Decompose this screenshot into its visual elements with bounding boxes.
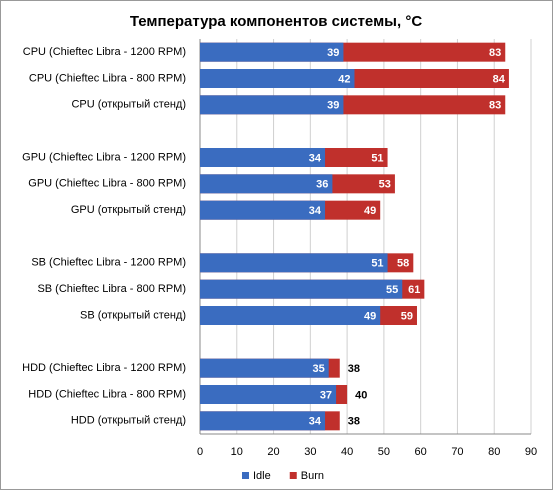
bar [200,148,326,167]
bar [200,306,381,325]
legend-label: Idle [253,470,271,482]
bar [200,279,403,299]
x-tick-label: 30 [304,446,316,458]
value-label: 40 [355,389,367,401]
y-tick-label: CPU (Chieftec Libra - 1200 RPM) [23,46,186,58]
y-tick-label: HDD (Chieftec Libra - 800 RPM) [28,388,186,400]
y-tick-label: GPU (открытый стенд) [71,204,186,216]
bar [200,253,388,273]
x-tick-label: 0 [197,446,203,458]
value-label: 39 [327,47,339,59]
y-tick-label: SB (Chieftec Libra - 800 RPM) [37,283,186,295]
value-label: 34 [309,152,322,164]
value-label: 36 [316,179,328,191]
bar [200,42,344,62]
value-label: 35 [312,363,324,375]
bar [200,411,326,431]
bar [200,174,333,194]
legend-swatch [289,472,297,479]
y-tick-label: CPU (Chieftec Libra - 800 RPM) [29,72,186,84]
y-tick-label: SB (открытый стенд) [80,309,186,321]
value-label: 83 [489,47,501,59]
value-label: 55 [386,284,398,296]
value-label: 39 [327,100,339,112]
y-tick-label: HDD (Chieftec Libra - 1200 RPM) [22,362,186,374]
x-tick-label: 10 [231,446,243,458]
x-tick-label: 60 [415,446,427,458]
value-label: 38 [348,416,360,428]
y-tick-label: HDD (открытый стенд) [71,415,186,427]
x-tick-label: 70 [451,446,463,458]
value-label: 83 [489,100,501,112]
value-label: 59 [401,310,413,322]
chart-title: Температура компонентов системы, °C [130,13,422,30]
value-label: 84 [493,73,506,85]
x-tick-label: 50 [378,446,390,458]
value-label: 49 [364,310,376,322]
bar [200,358,329,378]
bar [200,95,344,115]
value-label: 58 [397,258,409,270]
y-tick-label: GPU (Chieftec Libra - 1200 RPM) [22,151,186,163]
x-tick-label: 20 [267,446,279,458]
value-label: 42 [338,73,350,85]
value-label: 34 [309,416,322,428]
bar [200,200,326,220]
x-tick-label: 90 [525,446,537,458]
legend-label: Burn [301,470,324,482]
value-label: 53 [379,179,391,191]
value-label: 49 [364,205,376,217]
value-label: 38 [348,363,360,375]
y-tick-label: GPU (Chieftec Libra - 800 RPM) [28,178,186,190]
x-tick-label: 40 [341,446,353,458]
value-label: 37 [320,389,332,401]
y-tick-label: SB (Chieftec Libra - 1200 RPM) [31,257,186,269]
bar [200,385,337,404]
value-label: 34 [309,205,322,217]
y-tick-label: CPU (открытый стенд) [71,99,186,111]
bar [200,69,355,88]
value-label: 51 [371,152,383,164]
x-tick-label: 80 [488,446,500,458]
value-label: 61 [408,284,420,296]
legend-swatch [242,472,249,479]
value-label: 51 [371,258,383,270]
